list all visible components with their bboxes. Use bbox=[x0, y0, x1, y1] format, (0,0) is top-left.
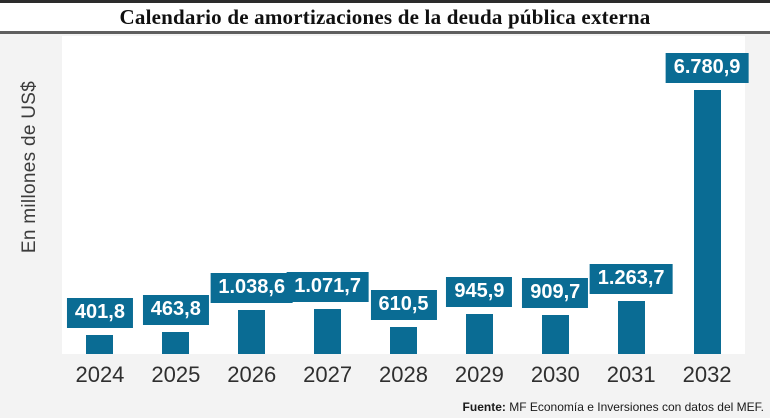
bar bbox=[617, 301, 645, 354]
bar bbox=[86, 335, 114, 354]
bar-slot: 6.780,9 bbox=[665, 36, 749, 354]
bar-value-chip: 463,8 bbox=[142, 295, 209, 325]
bars-row: 401,8 463,8 1.038,6 1.071,7 610,5 945,9 909,7 1… bbox=[62, 36, 749, 354]
source-note: Fuente: MF Economía e Inversiones con da… bbox=[463, 400, 764, 414]
x-tick-label: 2030 bbox=[530, 362, 580, 387]
x-tick-label: 2031 bbox=[606, 362, 656, 387]
x-tick-label: 2027 bbox=[303, 362, 353, 387]
bar bbox=[238, 310, 266, 354]
x-tick-label: 2025 bbox=[151, 362, 201, 387]
bar-slot: 909,7 bbox=[517, 36, 593, 354]
source-text: MF Economía e Inversiones con datos del … bbox=[505, 400, 764, 414]
bar-value-chip: 6.780,9 bbox=[665, 53, 749, 83]
bar bbox=[314, 309, 342, 354]
plot-area: 401,8 463,8 1.038,6 1.071,7 610,5 945,9 909,7 1… bbox=[62, 36, 749, 354]
x-axis: 2024 2025 2026 2027 2028 2029 2030 2031 2032 bbox=[62, 362, 745, 388]
x-tick-label: 2029 bbox=[454, 362, 504, 387]
x-tick-label: 2024 bbox=[75, 362, 125, 387]
bar-value-chip: 909,7 bbox=[522, 278, 589, 308]
bar bbox=[693, 90, 721, 354]
source-label: Fuente: bbox=[462, 400, 506, 414]
bar-value-chip: 610,5 bbox=[370, 290, 437, 320]
x-tick-label: 2028 bbox=[379, 362, 428, 387]
bar bbox=[162, 332, 190, 354]
bar-slot: 1.071,7 bbox=[286, 36, 369, 354]
bar-value-chip: 1.071,7 bbox=[286, 272, 369, 302]
bar-slot: 463,8 bbox=[138, 36, 214, 354]
bar-value-chip: 1.263,7 bbox=[589, 264, 673, 294]
bar-slot: 945,9 bbox=[441, 36, 517, 354]
bar bbox=[465, 314, 493, 354]
x-tick-label: 2026 bbox=[227, 362, 277, 387]
bar-value-chip: 945,9 bbox=[446, 277, 513, 307]
bar-value-chip: 1.038,6 bbox=[210, 273, 294, 303]
bar-value-chip: 401,8 bbox=[66, 298, 133, 328]
y-axis-label: En millones de US$ bbox=[19, 80, 40, 254]
chart-title: Calendario de amortizaciones de la deuda… bbox=[119, 4, 651, 29]
bar-slot: 401,8 bbox=[62, 36, 138, 354]
bar bbox=[390, 327, 417, 354]
y-axis-label-wrap: En millones de US$ bbox=[19, 81, 41, 253]
bar bbox=[541, 315, 569, 354]
chart-header: Calendario de amortizaciones de la deuda… bbox=[0, 0, 770, 34]
x-tick-label: 2032 bbox=[682, 362, 732, 387]
bar-slot: 1.038,6 bbox=[210, 36, 294, 354]
bar-slot: 610,5 bbox=[366, 36, 442, 354]
bar-slot: 1.263,7 bbox=[589, 36, 673, 354]
